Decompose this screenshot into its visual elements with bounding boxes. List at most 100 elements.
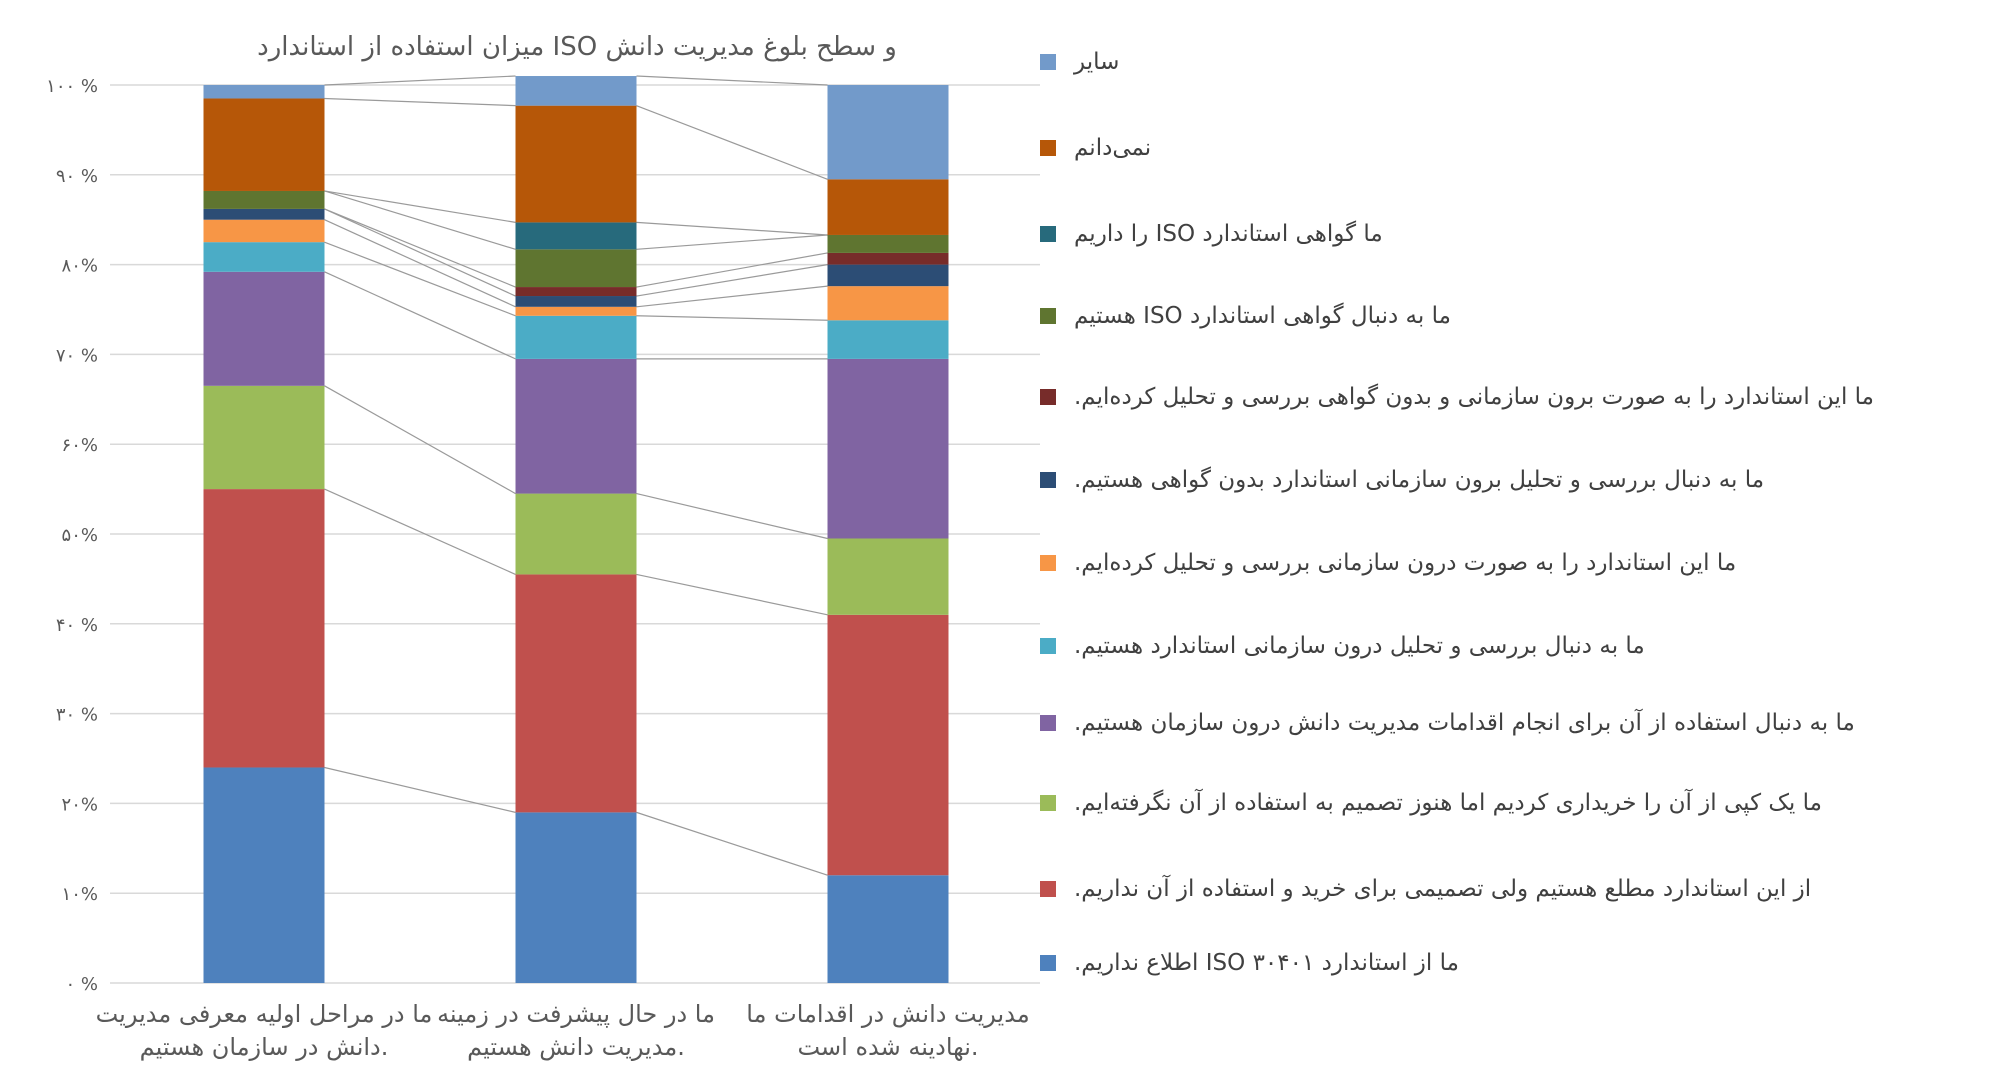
y-tick-label: ۵۰% (62, 525, 98, 546)
legend-label: ما به دنبال استفاده از آن برای انجام اقد… (1074, 710, 1855, 736)
bar-segment (515, 222, 637, 250)
legend-swatch (1040, 140, 1056, 156)
legend-item: ما این استاندارد را به صورت درون سازمانی… (1040, 543, 1736, 583)
connector-line (636, 285, 828, 308)
y-tick-label: ۱۰۰ % (46, 76, 98, 97)
bar-segment (203, 190, 325, 209)
connector-line (324, 190, 516, 223)
legend-swatch (1040, 955, 1056, 971)
y-axis-ticks: ۰ % ۱۰% ۲۰% ۳۰ % ۴۰ % ۵۰% ۶۰% ۷۰ % ۸۰% ۹۰ % ۱۰۰ % (46, 76, 98, 995)
connector-line (636, 573, 828, 616)
legend-item: ما این استاندارد را به صورت برون سازمانی… (1040, 377, 1874, 417)
bar-segment (515, 249, 637, 288)
connector-line (636, 493, 828, 540)
legend-label: ما این استاندارد را به صورت درون سازمانی… (1074, 550, 1737, 576)
legend-label: ما یک کپی از آن را خریداری کردیم اما هنو… (1074, 790, 1822, 816)
connector-line (324, 75, 516, 86)
bar-segment (827, 538, 949, 615)
y-tick-label: ۴۰ % (56, 615, 98, 636)
y-tick-label: ۰ % (66, 974, 99, 995)
x-category-label: مدیریت دانش در اقدامات ما (746, 1000, 1029, 1028)
x-category-label: نهادینه شده است. (797, 1033, 978, 1061)
legend-swatch (1040, 881, 1056, 897)
bar-segment (515, 358, 637, 494)
y-tick-label: ۳۰ % (56, 705, 98, 726)
bar-segment (827, 179, 949, 235)
legend-label: ما این استاندارد را به صورت برون سازمانی… (1074, 384, 1874, 410)
bar-segment (827, 286, 949, 321)
legend-swatch (1040, 638, 1056, 654)
legend-item: از این استاندارد مطلع هستیم ولی تصمیمی ب… (1040, 869, 1811, 909)
y-tick-label: ۸۰% (62, 256, 98, 277)
legend-item: ما از استاندارد ISO ۳۰۴۰۱ اطلاع نداریم. (1040, 943, 1459, 983)
bar-segment (515, 287, 637, 297)
connector-line (324, 208, 516, 297)
bar-segment (515, 306, 637, 316)
chart-title: میزان استفاده از استاندارد ISO و سطح بلو… (257, 32, 897, 62)
bar-segment (203, 385, 325, 490)
bar-segment (515, 296, 637, 307)
legend-label: ما گواهی استاندارد ISO را داریم (1074, 221, 1383, 247)
bar-segment (515, 574, 637, 813)
x-category-label: دانش در سازمان هستیم. (140, 1033, 389, 1061)
legend-label: از این استاندارد مطلع هستیم ولی تصمیمی ب… (1074, 876, 1812, 902)
connector-line (636, 75, 828, 86)
bar-segment (515, 493, 637, 575)
legend-swatch (1040, 472, 1056, 488)
bar-segment (827, 264, 949, 287)
legend-swatch (1040, 308, 1056, 324)
bars (203, 76, 949, 983)
legend-item: ما یک کپی از آن را خریداری کردیم اما هنو… (1040, 783, 1822, 823)
bar-segment (827, 358, 949, 539)
bar-segment (203, 219, 325, 243)
bar-segment (203, 767, 325, 983)
y-tick-label: ۶۰% (62, 435, 98, 456)
legend-label: ما از استاندارد ISO ۳۰۴۰۱ اطلاع نداریم. (1074, 950, 1459, 976)
legend-item: ما به دنبال بررسی و تحلیل درون سازمانی ا… (1040, 626, 1645, 666)
y-tick-label: ۷۰ % (56, 345, 98, 366)
connector-line (636, 811, 828, 876)
bar-segment (827, 614, 949, 876)
legend-item: ما به دنبال بررسی و تحلیل برون سازمانی ا… (1040, 460, 1764, 500)
connector-line (636, 315, 828, 321)
connector-line (636, 264, 828, 297)
bar-segment (203, 489, 325, 768)
legend-item: ما گواهی استاندارد ISO را داریم (1040, 214, 1383, 254)
bar-segment (203, 98, 325, 191)
bar-segment (203, 271, 325, 386)
legend-label: ما به دنبال بررسی و تحلیل برون سازمانی ا… (1074, 467, 1765, 493)
x-category-label: ما در حال پیشرفت در زمینه (437, 1000, 715, 1028)
legend-swatch (1040, 226, 1056, 242)
connector-line (636, 234, 828, 250)
legend-label: ما به دنبال بررسی و تحلیل درون سازمانی ا… (1074, 633, 1645, 659)
bar-segment (827, 85, 949, 180)
bar-segment (827, 875, 949, 983)
bar-segment (203, 208, 325, 220)
connector-line (324, 190, 516, 250)
bar-segment (827, 234, 949, 253)
connector-line (636, 105, 828, 180)
legend-item: ما به دنبال گواهی استاندارد ISO هستیم (1040, 296, 1451, 336)
bar-segment (827, 320, 949, 359)
x-category-label: مدیریت دانش هستیم. (467, 1033, 685, 1061)
legend-label: سایر (1074, 49, 1120, 75)
connector-line (324, 208, 516, 288)
bar-segment (827, 252, 949, 265)
legend-label: ما به دنبال گواهی استاندارد ISO هستیم (1074, 303, 1451, 329)
connector-line (636, 252, 828, 288)
bar-segment (203, 85, 325, 99)
legend-item: ما به دنبال استفاده از آن برای انجام اقد… (1040, 703, 1855, 743)
legend-item: سایر (1040, 42, 1119, 82)
series-connector-lines (324, 75, 828, 876)
legend-swatch (1040, 795, 1056, 811)
bar-segment (515, 315, 637, 359)
legend-swatch (1040, 555, 1056, 571)
connector-line (324, 766, 516, 813)
connector-line (324, 271, 516, 360)
connector-line (636, 221, 828, 236)
connector-line (324, 97, 516, 107)
bar-segment (203, 242, 325, 272)
y-tick-label: ۹۰ % (56, 166, 98, 187)
connector-line (324, 488, 516, 575)
